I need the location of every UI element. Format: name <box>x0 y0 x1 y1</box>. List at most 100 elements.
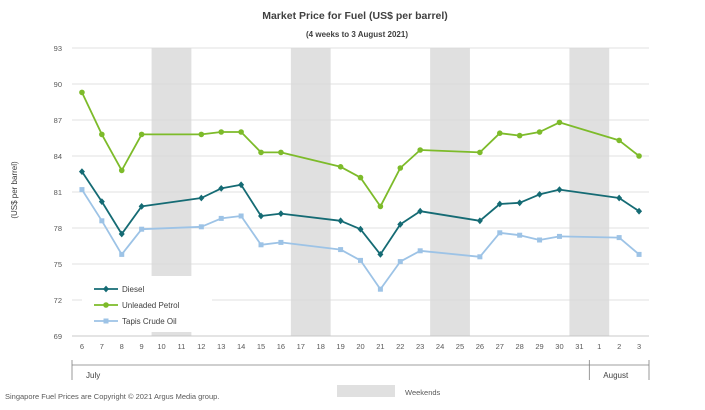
point-unleaded-petrol-6 <box>79 89 85 96</box>
point-diesel-26 <box>476 217 483 225</box>
x-tick-label-16: 16 <box>277 342 285 351</box>
x-tick-label-8: 8 <box>120 342 124 351</box>
x-tick-label-24: 24 <box>436 342 444 351</box>
point-tapis-crude-oil-2 <box>616 235 622 241</box>
point-unleaded-petrol-14 <box>238 129 244 135</box>
x-tick-label-13: 13 <box>217 342 225 351</box>
point-tapis-crude-oil-28 <box>517 232 523 238</box>
point-tapis-crude-oil-12 <box>198 224 204 230</box>
x-tick-label-31: 31 <box>575 342 583 351</box>
point-diesel-16 <box>277 210 284 217</box>
point-unleaded-petrol-20 <box>357 174 364 181</box>
point-diesel-6 <box>78 168 85 175</box>
x-tick-label-28: 28 <box>516 342 524 351</box>
y-tick-label-72: 72 <box>54 296 62 305</box>
point-unleaded-petrol-8 <box>118 167 125 174</box>
x-tick-label-15: 15 <box>257 342 265 351</box>
point-diesel-13 <box>218 185 225 192</box>
point-unleaded-petrol-12 <box>198 131 205 138</box>
legend-label-tapis-crude-oil: Tapis Crude Oil <box>122 317 177 326</box>
x-tick-label-27: 27 <box>496 342 504 351</box>
x-tick-label-21: 21 <box>376 342 384 351</box>
point-tapis-crude-oil-27 <box>497 230 503 236</box>
x-tick-label-17: 17 <box>297 342 305 351</box>
legend-label-diesel: Diesel <box>122 285 144 294</box>
point-tapis-crude-oil-23 <box>417 248 423 254</box>
x-tick-label-3: 3 <box>637 342 641 351</box>
point-diesel-9 <box>138 203 145 210</box>
x-tick-label-2: 2 <box>617 342 621 351</box>
copyright-footer: Singapore Fuel Prices are Copyright © 20… <box>5 392 219 401</box>
x-tick-label-14: 14 <box>237 342 245 351</box>
y-tick-label-78: 78 <box>54 224 62 233</box>
point-diesel-22 <box>397 221 404 228</box>
weekends-legend-label: Weekends <box>405 388 441 397</box>
y-axis-label: (US$ per barrel) <box>10 161 19 219</box>
point-unleaded-petrol-2 <box>616 137 622 144</box>
x-tick-label-10: 10 <box>157 342 165 351</box>
point-tapis-crude-oil-9 <box>139 226 145 232</box>
point-diesel-14 <box>238 181 245 189</box>
x-tick-label-6: 6 <box>80 342 84 351</box>
x-tick-label-11: 11 <box>178 342 186 351</box>
chart-title: Market Price for Fuel (US$ per barrel) <box>262 10 448 22</box>
point-tapis-crude-oil-26 <box>477 254 483 260</box>
y-tick-label-69: 69 <box>54 332 62 341</box>
point-unleaded-petrol-29 <box>536 129 543 135</box>
point-diesel-27 <box>496 200 503 208</box>
point-tapis-crude-oil-22 <box>397 259 403 265</box>
axes: 6 7 8 9 10 11 12 13 14 15 16 17 18 19 20 21 22 23 24 25 26 27… <box>71 335 650 380</box>
point-diesel-30 <box>556 186 563 193</box>
x-tick-label-29: 29 <box>535 342 543 351</box>
point-tapis-crude-oil-6 <box>79 187 85 193</box>
point-diesel-15 <box>258 212 265 220</box>
point-unleaded-petrol-16 <box>278 149 284 156</box>
x-tick-label-9: 9 <box>140 342 144 351</box>
x-tick-label-19: 19 <box>336 342 344 351</box>
x-tick-label-30: 30 <box>555 342 563 351</box>
point-diesel-29 <box>536 191 543 198</box>
y-tick-label-84: 84 <box>54 152 62 161</box>
point-tapis-crude-oil-3 <box>636 251 642 257</box>
point-tapis-crude-oil-20 <box>358 257 363 263</box>
point-unleaded-petrol-9 <box>138 131 145 138</box>
point-tapis-crude-oil-21 <box>377 286 383 292</box>
point-diesel-19 <box>337 217 344 225</box>
x-tick-label-20: 20 <box>356 342 364 351</box>
point-unleaded-petrol-26 <box>477 149 483 156</box>
x-tick-label-12: 12 <box>197 342 205 351</box>
x-tick-label-22: 22 <box>396 342 404 351</box>
point-diesel-7 <box>98 198 105 205</box>
month-label-july: July <box>86 371 100 380</box>
y-tick-label-87: 87 <box>54 116 62 125</box>
point-tapis-crude-oil-16 <box>278 239 284 245</box>
month-label-august: August <box>603 371 629 380</box>
point-tapis-crude-oil-15 <box>258 242 264 248</box>
point-unleaded-petrol-28 <box>516 132 523 139</box>
point-tapis-crude-oil-19 <box>338 247 344 253</box>
point-tapis-crude-oil-7 <box>99 218 105 224</box>
point-unleaded-petrol-3 <box>636 153 642 159</box>
x-tick-label-1: 1 <box>597 342 601 351</box>
x-tick-label-18: 18 <box>317 342 325 351</box>
point-unleaded-petrol-27 <box>496 130 503 136</box>
point-unleaded-petrol-21 <box>377 203 384 210</box>
point-unleaded-petrol-23 <box>417 147 423 153</box>
y-tick-label-75: 75 <box>54 260 62 269</box>
point-unleaded-petrol-30 <box>556 119 563 126</box>
point-tapis-crude-oil-8 <box>119 251 125 257</box>
point-diesel-21 <box>377 251 384 258</box>
y-tick-label-81: 81 <box>54 188 62 197</box>
series-lines <box>78 89 643 292</box>
point-unleaded-petrol-22 <box>397 165 404 171</box>
point-tapis-crude-oil-13 <box>218 215 224 221</box>
legend-marker-unleaded-petrol <box>103 302 109 308</box>
legend-marker-diesel <box>103 285 109 293</box>
point-diesel-2 <box>616 194 623 202</box>
point-diesel-8 <box>118 230 125 238</box>
weekends-legend-swatch <box>337 385 395 397</box>
point-unleaded-petrol-15 <box>258 149 264 156</box>
y-tick-label-90: 90 <box>54 80 62 89</box>
point-unleaded-petrol-13 <box>218 129 225 135</box>
point-diesel-3 <box>636 207 643 215</box>
